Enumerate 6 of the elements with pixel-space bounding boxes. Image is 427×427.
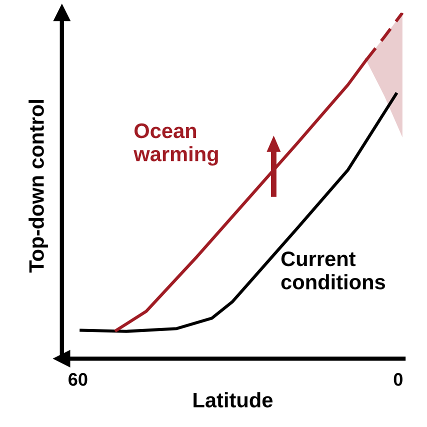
x-tick-label: 0 [394, 373, 402, 386]
x-tick-label: 60 [68, 373, 88, 386]
y-axis-title: Top-down control [28, 100, 48, 273]
x-axis-title: Latitude [194, 392, 273, 408]
text: Ocean warming [134, 123, 218, 166]
series-label: Current conditions [281, 251, 385, 290]
